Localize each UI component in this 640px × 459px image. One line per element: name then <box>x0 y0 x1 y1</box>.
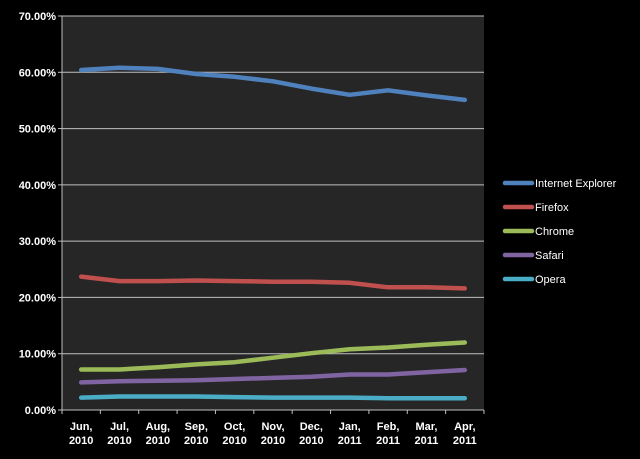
x-tick-label: Jul, 2010 <box>107 421 131 447</box>
x-tick-label-year: 2010 <box>222 435 246 447</box>
legend-item-firefox: Firefox <box>502 202 569 214</box>
gridlines <box>62 15 484 355</box>
x-tick-label-year: 2010 <box>261 435 285 447</box>
x-tick-label-month: Apr, <box>454 421 475 433</box>
x-tick-label-year: 2010 <box>69 435 93 447</box>
x-tick-label: Oct, 2010 <box>222 421 246 447</box>
axes <box>61 16 484 411</box>
x-tick-label: Jan, 2011 <box>338 421 362 447</box>
x-tick-label-year: 2011 <box>453 435 477 447</box>
y-tick-label: 0.00% <box>25 405 56 417</box>
y-tick-label: 40.00% <box>19 180 57 192</box>
series-line-chrome <box>78 340 468 372</box>
x-tick-label: Nov, 2010 <box>261 421 285 447</box>
x-tick-label-month: Dec, <box>300 421 323 433</box>
x-tick-label: Apr, 2011 <box>453 421 477 447</box>
x-tick-label-month: Mar, <box>415 421 437 433</box>
x-tick-label-month: Jan, <box>339 421 361 433</box>
series-line-internet-explorer <box>78 65 468 103</box>
y-axis-ticks: 0.00% 10.00% 20.00% 30.00% 40.00% 50.00% 60.00… <box>19 11 62 417</box>
legend-label: Chrome <box>535 226 574 238</box>
x-tick-label: Sep, 2010 <box>184 421 208 447</box>
x-axis-ticks: Jun, 2010 Jul, 2010 Aug, 2010 Sep, 2010 Oct, 2010… <box>61 410 485 447</box>
x-tick-label-year: 2011 <box>338 435 362 447</box>
series-line-firefox <box>78 274 468 291</box>
legend-label: Firefox <box>535 202 569 214</box>
plot-area <box>62 16 484 410</box>
x-tick-label-year: 2010 <box>184 435 208 447</box>
x-tick-label-year: 2010 <box>299 435 323 447</box>
legend-item-chrome: Chrome <box>502 226 574 238</box>
x-tick-label-month: Jun, <box>70 421 93 433</box>
y-tick-label: 30.00% <box>19 236 57 248</box>
legend-item-internet-explorer: Internet Explorer <box>502 178 617 190</box>
legend: Internet Explorer Firefox Chrome Safari Oper… <box>502 178 617 286</box>
x-tick-label-month: Nov, <box>261 421 284 433</box>
y-tick-label: 70.00% <box>19 11 57 23</box>
legend-label: Internet Explorer <box>535 178 617 190</box>
y-tick-label: 60.00% <box>19 67 57 79</box>
x-tick-label: Feb, 2011 <box>376 421 400 447</box>
x-tick-label: Aug, 2010 <box>146 421 170 447</box>
legend-item-opera: Opera <box>502 274 566 286</box>
x-tick-label-month: Feb, <box>377 421 400 433</box>
x-tick-label: Dec, 2010 <box>299 421 323 447</box>
series-line-safari <box>78 367 468 385</box>
x-tick-label-month: Sep, <box>185 421 208 433</box>
x-tick-label-month: Oct, <box>224 421 245 433</box>
x-tick-label-year: 2011 <box>376 435 400 447</box>
legend-item-safari: Safari <box>502 250 564 262</box>
series-lines <box>78 65 468 401</box>
x-tick-label-year: 2011 <box>415 435 439 447</box>
x-tick-label-year: 2010 <box>146 435 170 447</box>
y-tick-label: 10.00% <box>19 349 57 361</box>
legend-label: Safari <box>535 250 564 262</box>
x-tick-label-month: Jul, <box>110 421 129 433</box>
x-tick-label: Mar, 2011 <box>415 421 439 447</box>
y-tick-label: 50.00% <box>19 124 57 136</box>
series-line-opera <box>78 394 468 401</box>
y-tick-label: 20.00% <box>19 292 57 304</box>
x-tick-label-month: Aug, <box>146 421 170 433</box>
x-tick-label: Jun, 2010 <box>69 421 93 447</box>
legend-label: Opera <box>535 274 566 286</box>
x-tick-label-year: 2010 <box>107 435 131 447</box>
